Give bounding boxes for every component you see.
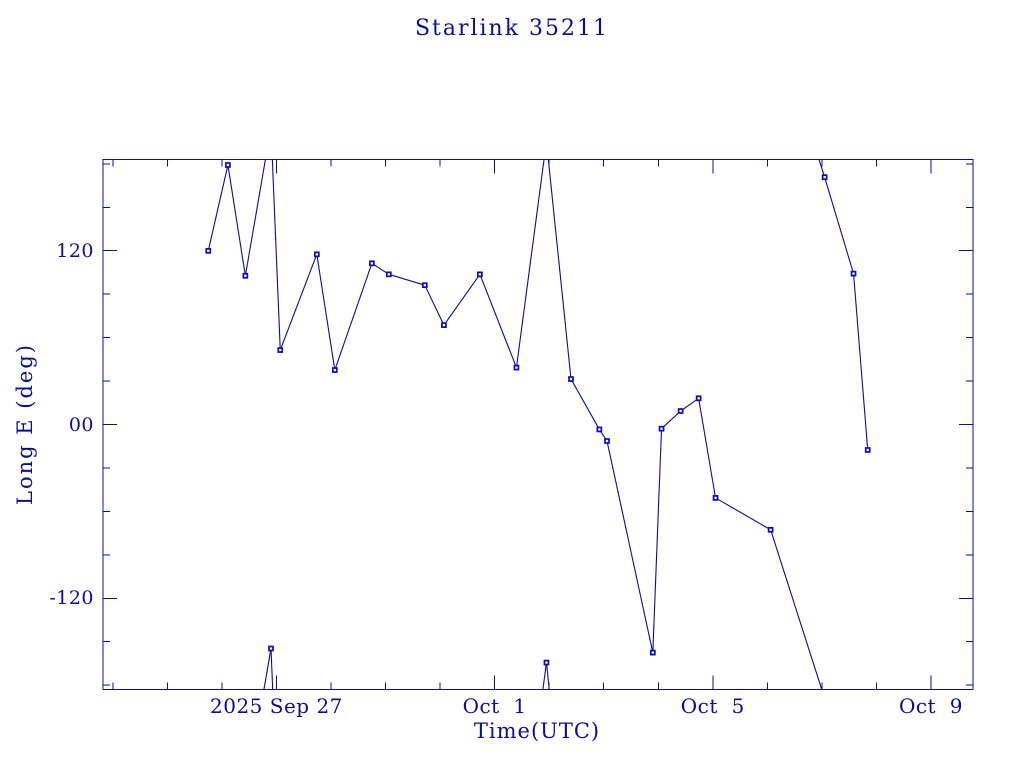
y-tick-label: 120	[56, 239, 94, 262]
data-point-marker	[477, 271, 483, 278]
data-point-marker	[677, 408, 684, 414]
data-point-marker	[441, 322, 447, 329]
data-point-marker	[225, 162, 231, 168]
data-point-marker	[277, 347, 284, 353]
data-point-marker	[513, 364, 520, 371]
data-point-marker	[864, 447, 871, 453]
data-point-marker	[821, 174, 828, 181]
x-axis-label: Time(UTC)	[473, 719, 601, 743]
data-point-marker	[242, 272, 249, 279]
data-series	[205, 159, 871, 690]
y-tick-label: 00	[68, 413, 94, 436]
x-tick-label: Oct 5	[680, 694, 745, 718]
data-point-marker	[369, 260, 375, 267]
y-axis-ticks	[103, 163, 973, 686]
data-point-marker	[331, 367, 338, 373]
y-tick-label: -120	[49, 587, 94, 610]
data-point-marker	[604, 438, 610, 444]
data-point-marker	[767, 526, 774, 533]
data-point-marker	[658, 425, 665, 432]
data-point-marker	[712, 495, 719, 501]
plot-frame	[102, 159, 974, 690]
data-point-marker	[205, 248, 212, 254]
chart-title: Starlink 35211	[414, 16, 610, 41]
data-point-marker	[385, 271, 392, 278]
data-point-marker	[543, 659, 550, 666]
data-point-marker	[568, 376, 574, 382]
x-tick-label: Oct 9	[898, 694, 964, 718]
data-point-marker	[649, 649, 656, 656]
data-point-marker	[268, 645, 274, 652]
data-point-marker	[596, 426, 603, 433]
data-point-marker	[421, 282, 428, 289]
x-tick-label: 2025 Sep 27	[210, 694, 343, 718]
data-point-marker	[850, 270, 857, 277]
x-axis-ticks	[112, 159, 932, 690]
x-tick-label: Oct 1	[462, 694, 527, 718]
data-point-marker	[313, 251, 320, 258]
data-point-marker	[695, 395, 702, 402]
